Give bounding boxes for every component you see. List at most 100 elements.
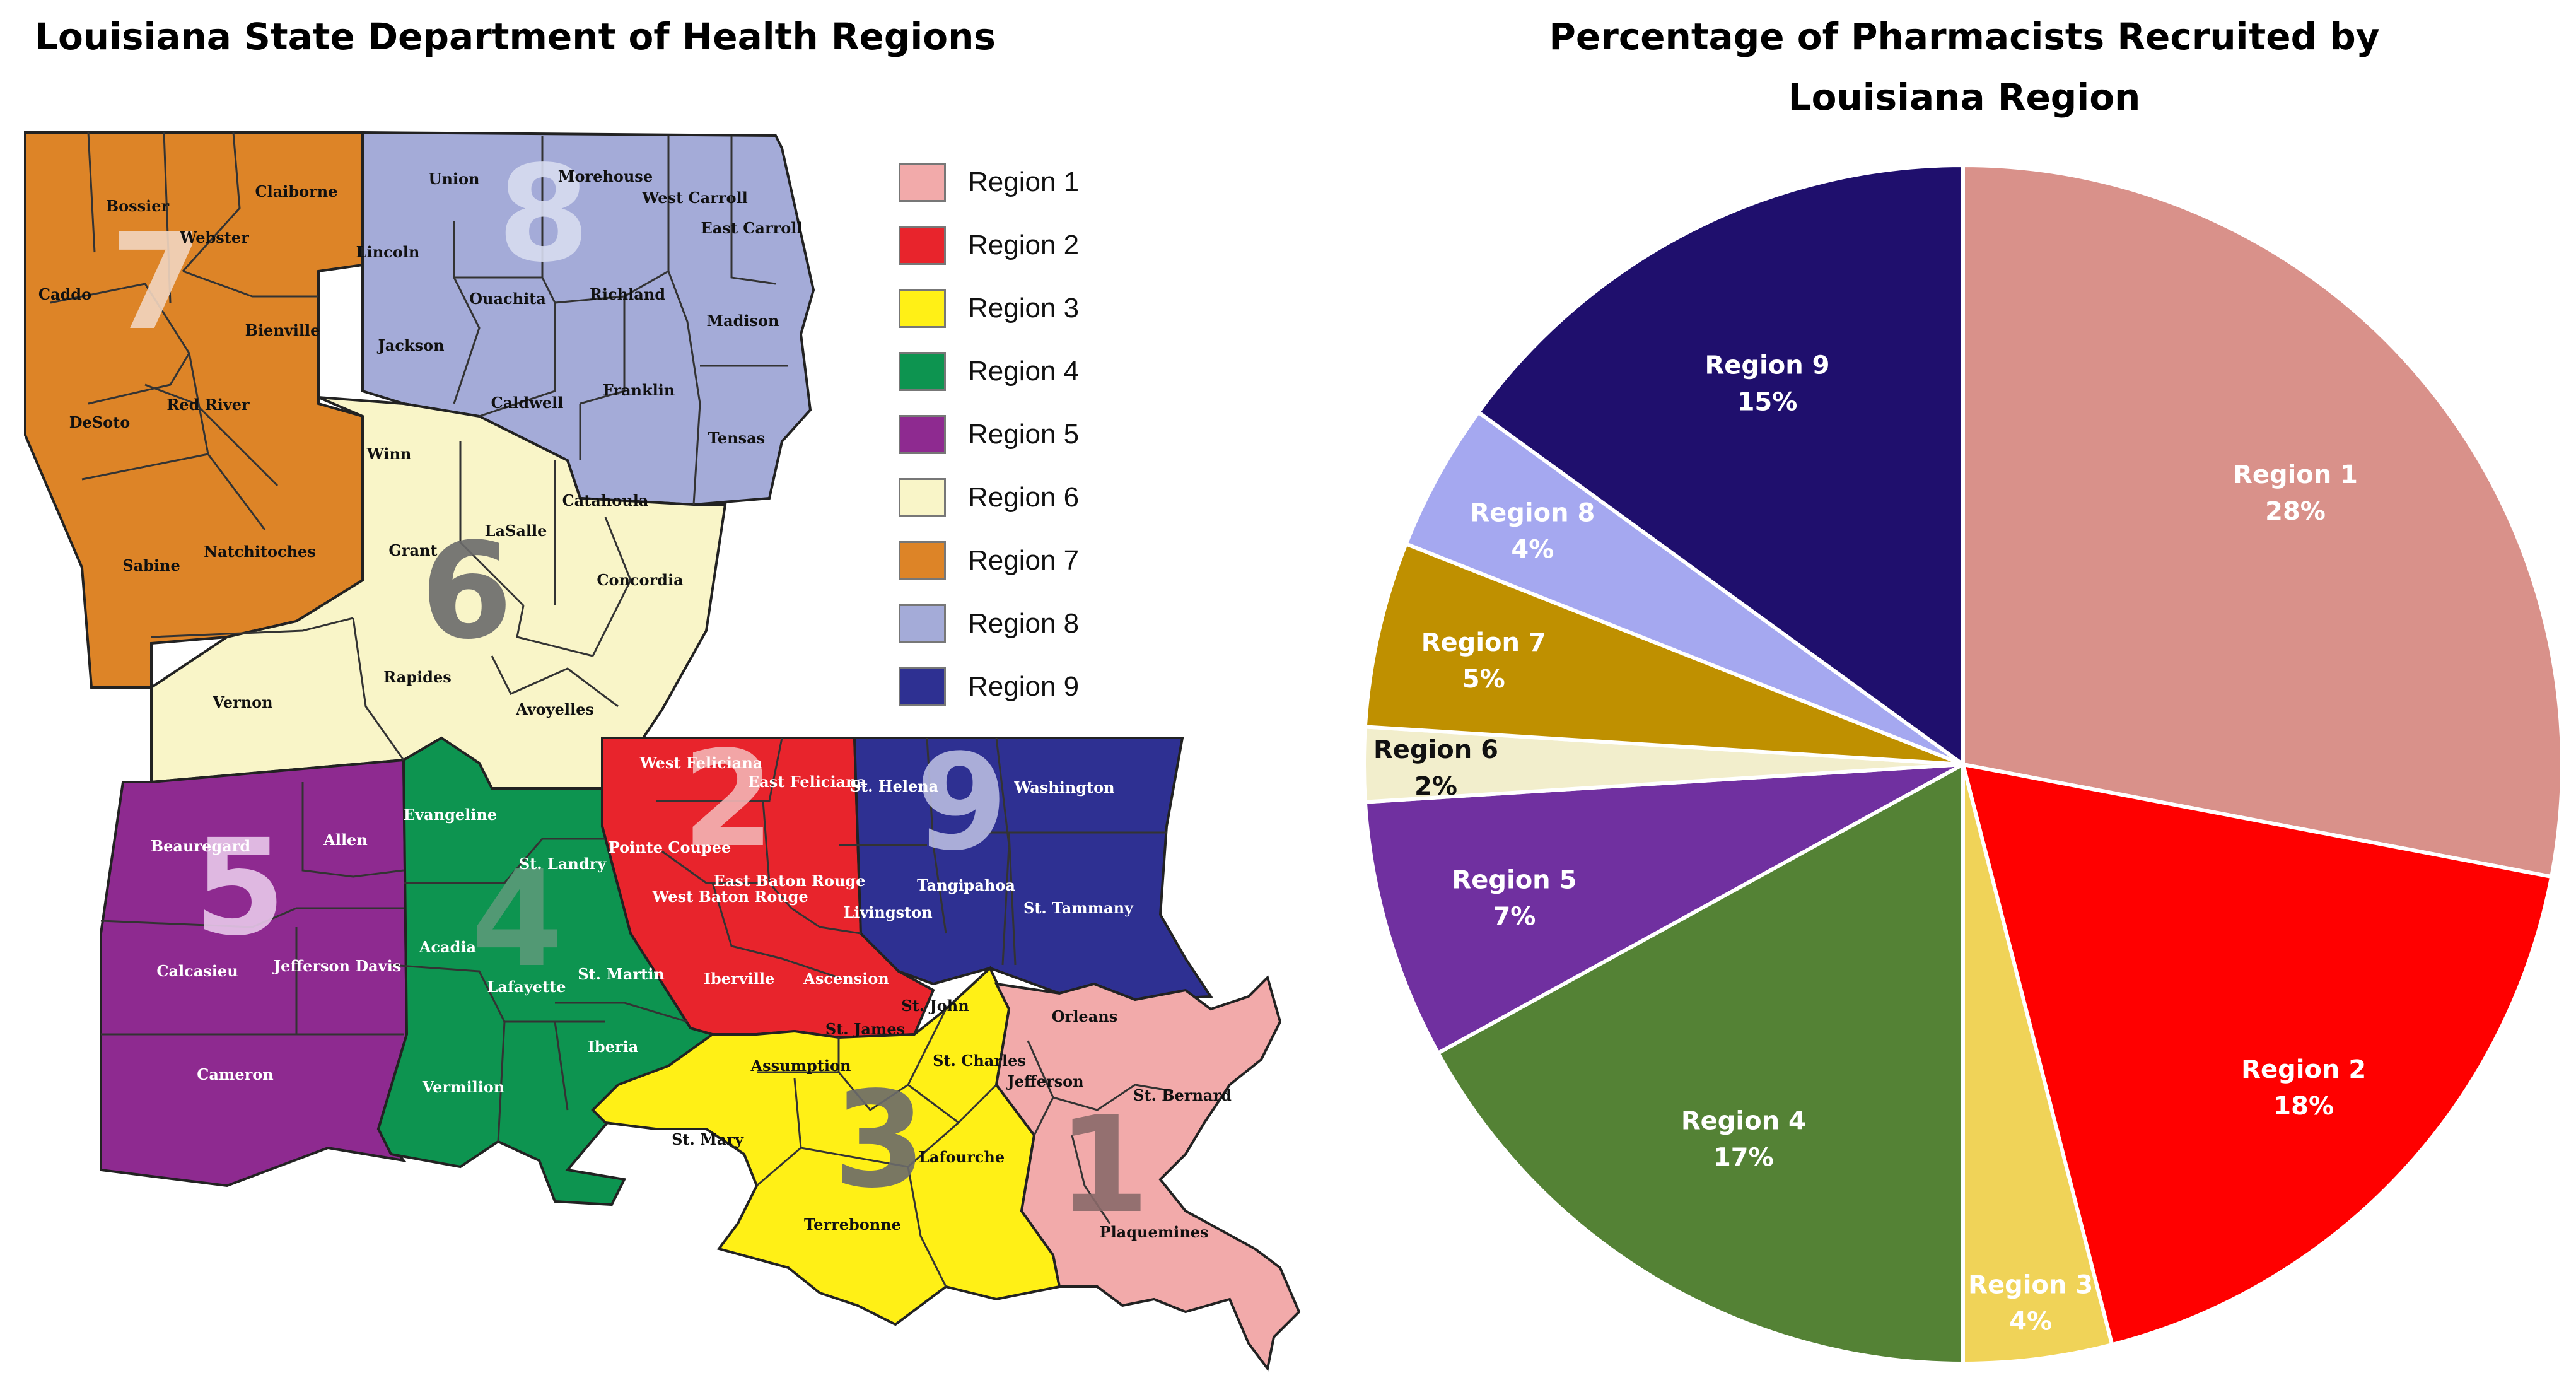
map-region-number-7: 7 <box>110 205 202 359</box>
parish-label-west-feliciana: West Feliciana <box>639 754 763 772</box>
parish-label-st-tammany: St. Tammany <box>1023 899 1134 917</box>
parish-border <box>352 617 405 761</box>
map-region-number-1: 1 <box>1058 1088 1150 1242</box>
pie-label-region-6: Region 6 <box>1373 735 1498 764</box>
parish-label-st-john: St. John <box>901 996 969 1015</box>
map-region-3 <box>591 966 1061 1326</box>
map-region-shapes <box>24 131 1301 1372</box>
parish-border <box>516 605 593 657</box>
legend-swatch <box>899 226 946 265</box>
parish-border <box>1052 1084 1174 1111</box>
parish-border <box>791 907 861 935</box>
parish-label-desoto: DeSoto <box>69 413 131 431</box>
parish-border <box>730 136 776 285</box>
parish-label-natchitoches: Natchitoches <box>204 542 316 561</box>
parish-border <box>301 782 404 878</box>
parish-label-east-carroll: East Carroll <box>701 219 803 237</box>
pie-value-region-5: 7% <box>1493 903 1536 932</box>
legend-swatch <box>899 289 946 328</box>
parish-label-madison: Madison <box>707 312 779 330</box>
map-region-number-2: 2 <box>682 722 774 877</box>
parish-label-catahoula: Catahoula <box>562 491 649 510</box>
map-title: Louisiana State Department of Health Reg… <box>35 15 996 58</box>
legend-swatch <box>899 415 946 454</box>
pie-label-region-7: Region 7 <box>1421 628 1546 657</box>
parish-label-red-river: Red River <box>166 395 250 414</box>
pie-slice-region-5 <box>1363 763 1964 1056</box>
parish-label-webster: Webster <box>179 228 249 247</box>
parish-label-lafayette: Lafayette <box>487 978 566 996</box>
parish-label-winn: Winn <box>366 445 412 463</box>
parish-label-tangipahoa: Tangipahoa <box>917 876 1015 894</box>
pie-slice-region-3 <box>1961 764 2114 1366</box>
parish-label-plaquemines: Plaquemines <box>1100 1223 1209 1241</box>
parish-label-avoyelles: Avoyelles <box>515 700 594 718</box>
parish-border <box>404 838 605 884</box>
pie-value-region-1: 28% <box>2265 497 2326 526</box>
louisiana-region-map: 1 2 3 4 56 7 8 9 Bossier Claiborne Webster Caddo Bi… <box>24 131 1301 1372</box>
parish-border <box>163 132 172 303</box>
pie-slice-region-8 <box>1403 409 1964 766</box>
parish-label-st-bernard: St. Bernard <box>1133 1086 1232 1104</box>
pie-labels: Region 1 28% Region 2 18% Region 3 4% Region 4… <box>1373 351 2366 1336</box>
pie-slice-region-7 <box>1363 541 1964 766</box>
parish-border <box>182 132 241 272</box>
parish-label-assumption: Assumption <box>750 1056 851 1075</box>
parish-border <box>81 453 209 481</box>
parish-border <box>497 1021 506 1142</box>
parish-border <box>580 296 626 405</box>
legend-label: Region 1 <box>968 167 1080 197</box>
parish-label-st-landry: St. Landry <box>519 855 607 873</box>
pie-label-region-9: Region 9 <box>1705 351 1829 380</box>
pie-slice-region-1 <box>1961 163 2564 879</box>
parish-label-iberia: Iberia <box>588 1037 639 1056</box>
parish-label-tensas: Tensas <box>708 429 765 447</box>
parish-border <box>656 737 783 802</box>
legend-label: Region 2 <box>968 230 1080 260</box>
pie-label-region-2: Region 2 <box>2241 1055 2366 1084</box>
legend-label: Region 8 <box>968 608 1080 639</box>
pie-label-region-8: Region 8 <box>1470 499 1595 528</box>
legend-swatch <box>899 478 946 517</box>
pie-value-region-6: 2% <box>1414 772 1457 801</box>
parish-label-caddo: Caddo <box>38 285 91 303</box>
legend-label: Region 6 <box>968 482 1080 513</box>
legend-swatch <box>899 163 946 202</box>
legend-swatch <box>899 352 946 391</box>
parish-border <box>144 383 279 487</box>
parish-label-claiborne: Claiborne <box>255 182 337 201</box>
parish-label-allen: Allen <box>323 831 368 849</box>
parish-label-franklin: Franklin <box>603 381 675 399</box>
parish-label-evangeline: Evangeline <box>404 805 497 824</box>
parish-border <box>182 270 318 298</box>
parish-label-east-baton-rouge: East Baton Rouge <box>714 872 866 890</box>
parish-label-caldwell: Caldwell <box>491 394 564 412</box>
map-parish-labels: Bossier Claiborne Webster Caddo Bienville Red… <box>38 167 1232 1241</box>
map-region-number-5: 5 <box>194 810 286 965</box>
map-region-number-6: 6 <box>421 514 513 669</box>
parish-label-lafourche: Lafourche <box>919 1148 1005 1166</box>
pie-slice-region-4 <box>1435 761 1965 1366</box>
map-region-1 <box>994 975 1301 1372</box>
pie-slice-region-9 <box>1476 163 1965 768</box>
parish-border <box>926 737 947 934</box>
parish-border <box>907 1166 947 1287</box>
parish-label-beauregard: Beauregard <box>151 837 250 855</box>
map-region-number-4: 4 <box>471 842 563 996</box>
parish-label-sabine: Sabine <box>122 556 180 575</box>
parish-label-lincoln: Lincoln <box>356 243 420 261</box>
parish-border <box>711 882 839 979</box>
parish-label-pointe-coupee: Pointe Coupee <box>609 838 731 856</box>
parish-label-st-mary: St. Mary <box>672 1130 744 1148</box>
parish-label-cameron: Cameron <box>197 1065 273 1084</box>
parish-border <box>592 517 632 657</box>
parish-label-west-baton-rouge: West Baton Rouge <box>651 887 808 906</box>
legend-swatch <box>899 541 946 580</box>
parish-label-ouachita: Ouachita <box>469 289 546 308</box>
parish-label-east-feliciana: East Feliciana <box>748 773 866 791</box>
map-region-numbers: 1 2 3 4 56 7 8 9 <box>110 137 1150 1242</box>
parish-label-st-james: St. James <box>825 1020 905 1038</box>
parish-label-richland: Richland <box>590 285 665 303</box>
parish-border <box>453 221 481 404</box>
parish-label-bossier: Bossier <box>106 197 170 215</box>
